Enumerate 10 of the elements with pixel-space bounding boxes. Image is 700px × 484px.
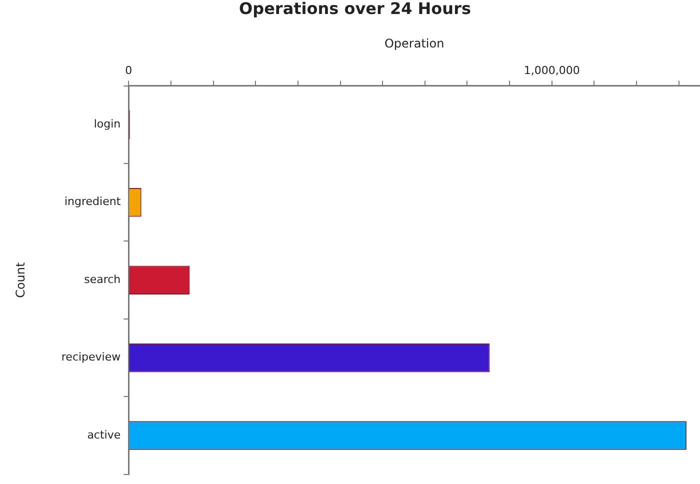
x-axis-title: Operation bbox=[384, 36, 444, 51]
x-tick-label: 1,000,000 bbox=[524, 64, 580, 78]
y-tick-label: search bbox=[84, 272, 121, 286]
y-tick-label: recipeview bbox=[61, 350, 121, 364]
x-tick-label: 0 bbox=[125, 64, 132, 78]
y-tick-label: login bbox=[94, 118, 121, 131]
y-tick-label: ingredient bbox=[64, 195, 122, 208]
y-tick-label: active bbox=[87, 428, 121, 442]
y-axis-title: Count bbox=[13, 262, 28, 298]
chart-title: Operations over 24 Hours bbox=[239, 0, 471, 18]
